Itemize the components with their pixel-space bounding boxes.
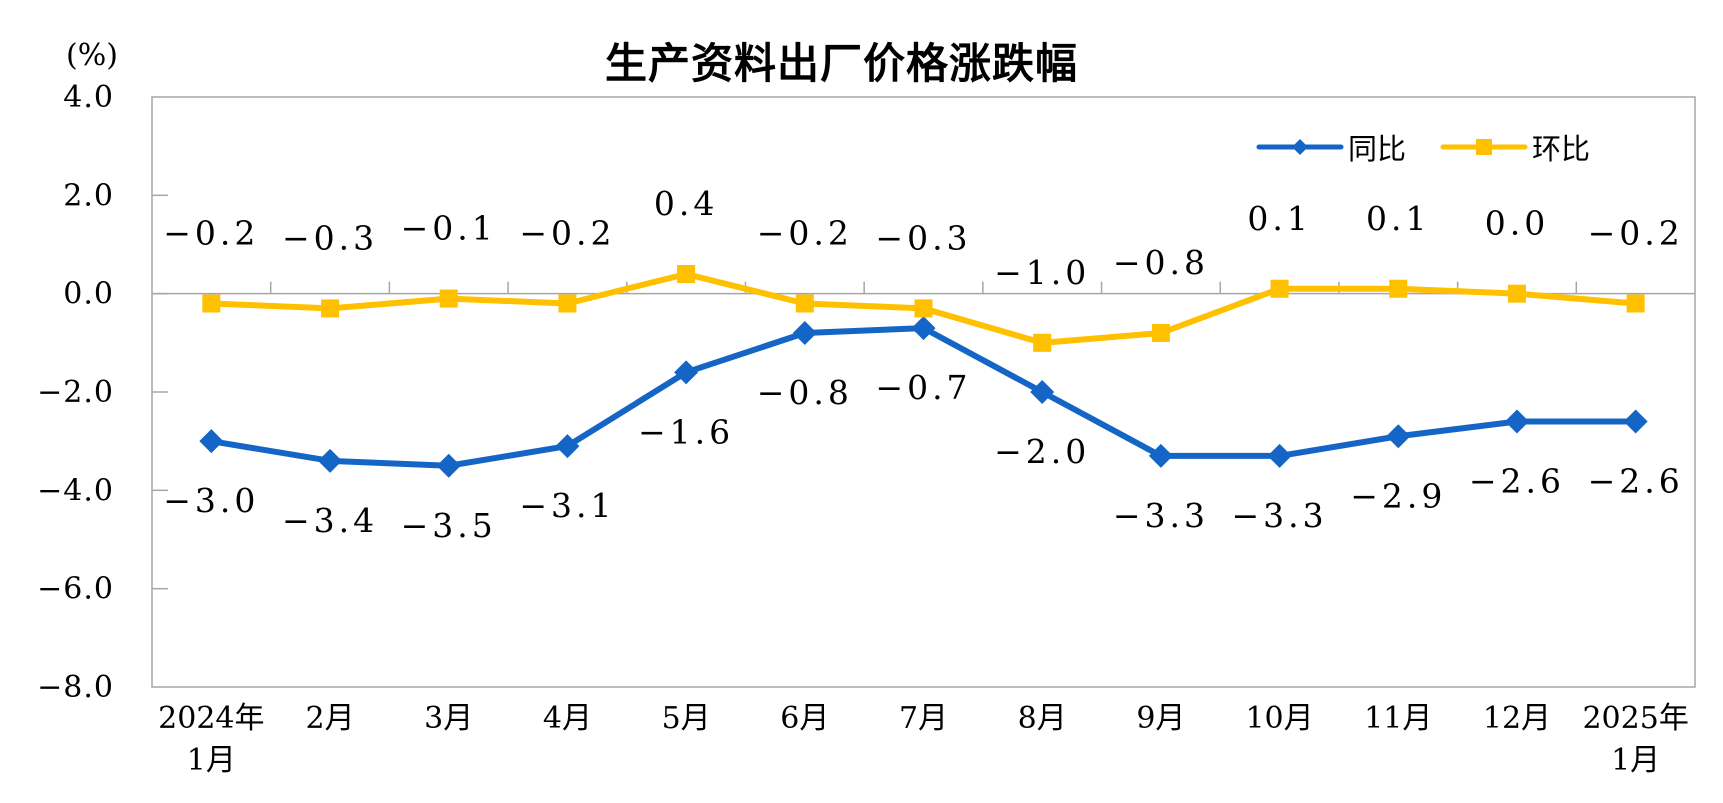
data-label-mom: −0.8 bbox=[1113, 243, 1209, 282]
y-axis-label: 4.0 bbox=[63, 80, 114, 115]
data-label-yoy: −3.1 bbox=[519, 486, 615, 525]
data-point-yoy bbox=[555, 434, 580, 459]
data-point-yoy bbox=[1030, 380, 1055, 404]
data-point-yoy bbox=[1386, 424, 1411, 449]
x-axis-label: 4月 bbox=[543, 701, 592, 736]
y-axis-label: −8.0 bbox=[37, 670, 114, 705]
data-label-yoy: −2.6 bbox=[1588, 462, 1684, 501]
x-axis-label: 12月 bbox=[1483, 701, 1551, 736]
x-axis-label: 2025年 1月 bbox=[1582, 701, 1688, 778]
legend-marker-yoy bbox=[1292, 139, 1308, 155]
data-point-mom bbox=[1626, 294, 1645, 313]
data-label-yoy: −3.5 bbox=[401, 506, 497, 545]
x-axis-label: 9月 bbox=[1136, 701, 1185, 736]
data-label-yoy: −1.6 bbox=[638, 412, 734, 451]
data-point-mom bbox=[321, 299, 340, 318]
legend: 同比 环比 bbox=[1256, 126, 1590, 168]
y-axis-unit-label: (%) bbox=[66, 38, 118, 73]
data-point-yoy bbox=[792, 321, 817, 345]
data-point-mom bbox=[1151, 324, 1170, 342]
data-point-mom bbox=[558, 294, 577, 313]
data-point-yoy bbox=[199, 429, 224, 454]
data-point-yoy bbox=[1267, 443, 1292, 468]
data-point-mom bbox=[1033, 333, 1052, 352]
y-axis-label: 0.0 bbox=[63, 277, 114, 312]
data-point-mom bbox=[1270, 279, 1289, 298]
x-axis-label: 10月 bbox=[1245, 701, 1313, 736]
legend-item-mom: 环比 bbox=[1440, 126, 1590, 168]
x-axis-label: 3月 bbox=[424, 701, 473, 736]
data-point-mom bbox=[677, 265, 696, 283]
x-axis-label: 11月 bbox=[1364, 701, 1432, 736]
x-axis-label: 2月 bbox=[305, 701, 354, 736]
data-label-mom: 0.0 bbox=[1485, 204, 1549, 243]
data-point-mom bbox=[795, 294, 814, 313]
data-point-yoy bbox=[674, 360, 699, 385]
data-point-mom bbox=[1389, 279, 1408, 298]
legend-marker-diamond-icon bbox=[1256, 139, 1344, 155]
x-axis-label: 8月 bbox=[1018, 701, 1067, 736]
legend-marker-square-icon bbox=[1440, 139, 1528, 155]
x-axis-label: 6月 bbox=[780, 701, 829, 736]
x-axis-label: 5月 bbox=[662, 701, 711, 736]
data-label-yoy: −3.4 bbox=[282, 501, 378, 540]
data-point-yoy bbox=[911, 316, 936, 341]
data-point-yoy bbox=[1623, 409, 1648, 434]
x-axis-label: 7月 bbox=[899, 701, 948, 736]
data-label-mom: −0.3 bbox=[875, 218, 971, 257]
data-label-yoy: −2.6 bbox=[1469, 462, 1565, 501]
data-label-yoy: −3.3 bbox=[1113, 496, 1209, 535]
data-label-mom: −1.0 bbox=[994, 253, 1090, 292]
data-point-yoy bbox=[1148, 443, 1173, 468]
data-label-yoy: −0.7 bbox=[875, 368, 971, 407]
data-point-mom bbox=[1507, 284, 1526, 303]
data-label-mom: −0.2 bbox=[519, 214, 615, 253]
legend-item-yoy: 同比 bbox=[1256, 126, 1406, 168]
data-label-mom: −0.1 bbox=[401, 209, 497, 248]
data-label-mom: −0.3 bbox=[282, 218, 378, 257]
legend-label-mom: 环比 bbox=[1532, 134, 1591, 166]
data-point-mom bbox=[439, 289, 458, 308]
data-label-yoy: −2.9 bbox=[1350, 476, 1446, 515]
data-label-mom: −0.2 bbox=[163, 214, 259, 253]
data-label-mom: 0.1 bbox=[1366, 199, 1430, 238]
data-point-mom bbox=[202, 294, 221, 313]
y-axis-label: −2.0 bbox=[37, 375, 114, 410]
data-label-mom: −0.2 bbox=[1588, 214, 1684, 253]
data-label-mom: 0.4 bbox=[654, 184, 718, 223]
y-axis-label: −6.0 bbox=[37, 572, 114, 607]
legend-marker-mom bbox=[1476, 139, 1493, 155]
data-label-yoy: −2.0 bbox=[994, 432, 1090, 471]
data-label-yoy: −3.3 bbox=[1232, 496, 1328, 535]
data-point-yoy bbox=[436, 453, 461, 478]
data-label-yoy: −0.8 bbox=[757, 373, 853, 412]
data-point-mom bbox=[914, 299, 933, 318]
data-label-yoy: −3.0 bbox=[163, 481, 259, 520]
y-axis-label: −4.0 bbox=[37, 473, 114, 508]
data-label-mom: 0.1 bbox=[1247, 199, 1311, 238]
x-axis-label: 2024年 1月 bbox=[158, 701, 264, 778]
y-axis-label: 2.0 bbox=[63, 178, 114, 213]
data-point-yoy bbox=[1504, 409, 1529, 434]
data-label-mom: −0.2 bbox=[757, 214, 853, 253]
chart-title: 生产资料出厂价格涨跌幅 bbox=[604, 40, 1078, 87]
data-point-yoy bbox=[318, 448, 343, 473]
legend-label-yoy: 同比 bbox=[1348, 134, 1407, 166]
